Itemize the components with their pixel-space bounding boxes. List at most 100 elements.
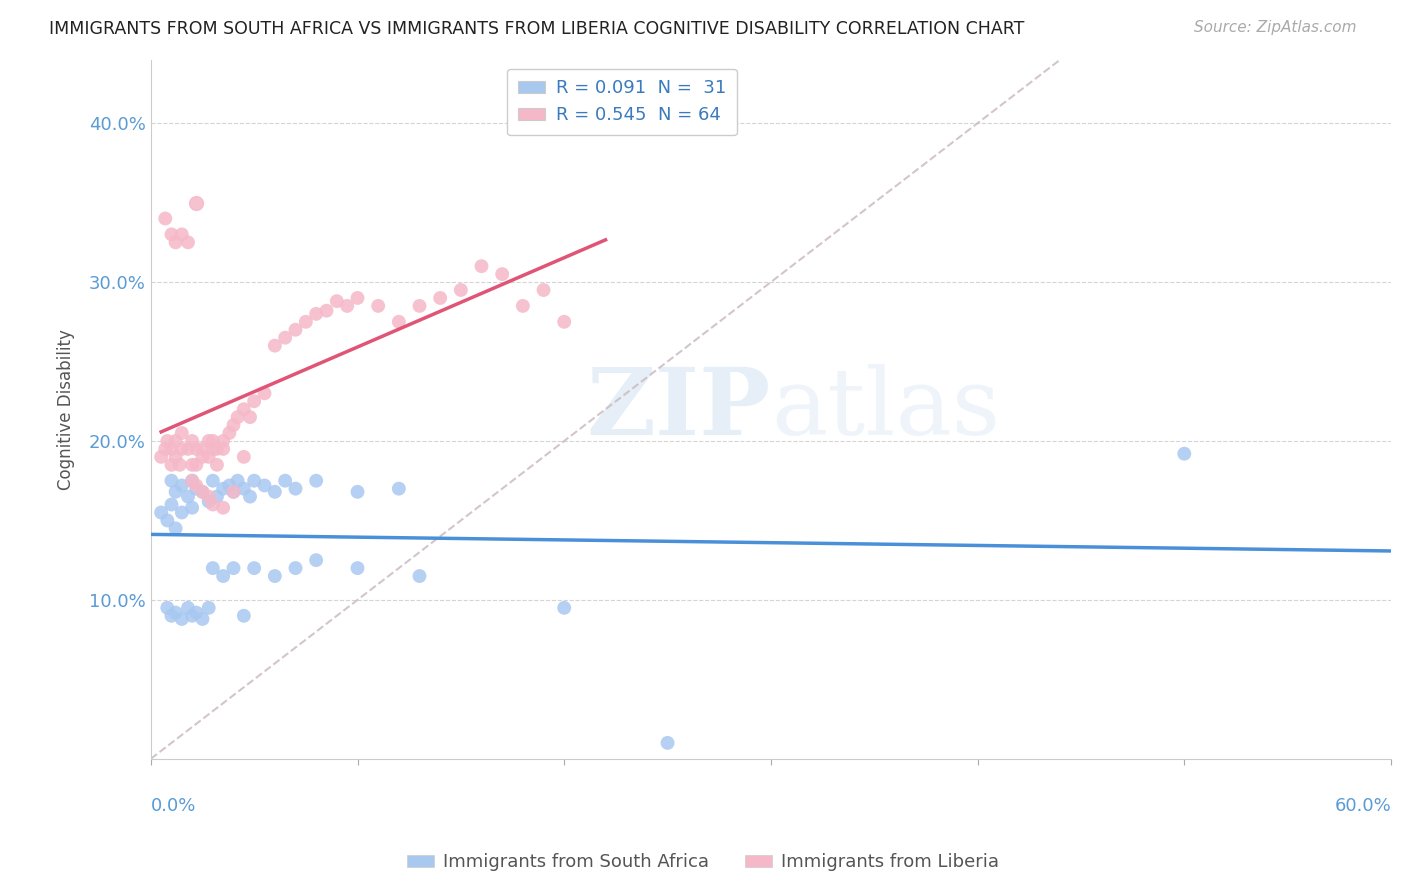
Point xyxy=(186,458,208,472)
Point xyxy=(408,569,430,583)
Point xyxy=(191,484,214,499)
Point xyxy=(408,299,430,313)
Point xyxy=(232,402,254,417)
Point xyxy=(657,736,679,750)
Point xyxy=(388,482,411,496)
Point xyxy=(212,482,235,496)
Point xyxy=(491,267,513,281)
Point xyxy=(191,450,214,464)
Point xyxy=(155,211,177,226)
Point xyxy=(156,600,179,615)
Point xyxy=(201,474,224,488)
Point xyxy=(160,442,183,456)
Point xyxy=(243,394,266,409)
Point xyxy=(305,474,328,488)
Point xyxy=(177,600,200,615)
Point xyxy=(165,521,187,535)
Point xyxy=(155,442,177,456)
Point xyxy=(284,323,307,337)
Point xyxy=(177,490,200,504)
Point xyxy=(156,513,179,527)
Point xyxy=(367,299,389,313)
Point xyxy=(222,418,245,433)
Point xyxy=(170,442,193,456)
Point xyxy=(186,195,208,210)
Point xyxy=(165,235,187,250)
Point xyxy=(218,478,240,492)
Point xyxy=(170,227,193,242)
Point xyxy=(243,561,266,575)
Point xyxy=(226,410,249,425)
Point xyxy=(274,331,297,345)
Point xyxy=(222,561,245,575)
Y-axis label: Cognitive Disability: Cognitive Disability xyxy=(58,329,75,490)
Point xyxy=(165,606,187,620)
Point xyxy=(201,498,224,512)
Point xyxy=(165,434,187,448)
Point xyxy=(201,561,224,575)
Point xyxy=(150,506,173,520)
Point xyxy=(160,458,183,472)
Point xyxy=(232,608,254,623)
Point xyxy=(181,474,204,488)
Legend: Immigrants from South Africa, Immigrants from Liberia: Immigrants from South Africa, Immigrants… xyxy=(399,847,1007,879)
Point xyxy=(191,442,214,456)
Point xyxy=(263,484,285,499)
Point xyxy=(170,425,193,440)
Text: atlas: atlas xyxy=(770,364,1000,454)
Legend: R = 0.091  N =  31, R = 0.545  N = 64: R = 0.091 N = 31, R = 0.545 N = 64 xyxy=(508,69,737,136)
Text: 0.0%: 0.0% xyxy=(150,797,197,815)
Point xyxy=(253,478,276,492)
Point xyxy=(181,474,204,488)
Point xyxy=(205,458,228,472)
Point xyxy=(239,410,262,425)
Point xyxy=(197,450,219,464)
Point xyxy=(186,482,208,496)
Point xyxy=(170,612,193,626)
Text: Source: ZipAtlas.com: Source: ZipAtlas.com xyxy=(1194,20,1357,35)
Point xyxy=(186,478,208,492)
Point xyxy=(205,442,228,456)
Point xyxy=(305,307,328,321)
Point xyxy=(165,450,187,464)
Point xyxy=(212,442,235,456)
Point xyxy=(315,303,337,318)
Point xyxy=(239,490,262,504)
Point xyxy=(181,458,204,472)
Point xyxy=(243,474,266,488)
Point xyxy=(150,450,173,464)
Point xyxy=(212,434,235,448)
Point xyxy=(160,227,183,242)
Point xyxy=(470,259,492,273)
Point xyxy=(156,434,179,448)
Point xyxy=(222,484,245,499)
Point xyxy=(284,561,307,575)
Point xyxy=(533,283,555,297)
Point xyxy=(222,484,245,499)
Point xyxy=(263,569,285,583)
Point xyxy=(346,561,368,575)
Point xyxy=(160,498,183,512)
Text: ZIP: ZIP xyxy=(586,364,770,454)
Point xyxy=(346,484,368,499)
Point xyxy=(388,315,411,329)
Point xyxy=(181,434,204,448)
Point xyxy=(186,442,208,456)
Point xyxy=(181,500,204,515)
Point xyxy=(201,442,224,456)
Point xyxy=(274,474,297,488)
Point xyxy=(212,569,235,583)
Point xyxy=(197,490,219,504)
Text: 60.0%: 60.0% xyxy=(1334,797,1391,815)
Point xyxy=(263,338,285,352)
Point xyxy=(177,442,200,456)
Point xyxy=(429,291,451,305)
Point xyxy=(197,600,219,615)
Point xyxy=(226,474,249,488)
Point xyxy=(326,294,349,309)
Point xyxy=(450,283,472,297)
Point xyxy=(232,450,254,464)
Point xyxy=(253,386,276,401)
Point xyxy=(305,553,328,567)
Point xyxy=(232,482,254,496)
